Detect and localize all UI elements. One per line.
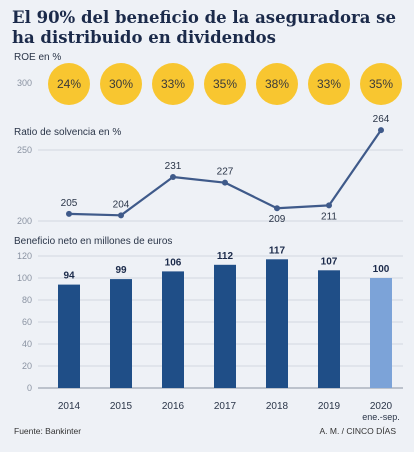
solvency-point xyxy=(274,205,280,212)
roe-value-label: 35% xyxy=(369,77,393,91)
profit-axis-tick: 40 xyxy=(22,339,32,349)
solvency-value-label: 209 xyxy=(269,214,286,225)
profit-bar xyxy=(110,279,132,388)
solvency-value-label: 231 xyxy=(165,161,182,172)
roe-value-label: 30% xyxy=(109,77,133,91)
profit-axis-tick: 100 xyxy=(17,273,32,283)
profit-value-label: 99 xyxy=(115,265,127,276)
roe-value-label: 35% xyxy=(213,77,237,91)
source-note: Fuente: Bankinter xyxy=(14,426,82,436)
solvency-point xyxy=(222,179,228,186)
profit-value-label: 100 xyxy=(373,264,390,275)
profit-value-label: 106 xyxy=(165,257,182,268)
year-tick-label: 2017 xyxy=(214,401,237,412)
profit-section-title: Beneficio neto en millones de euros xyxy=(14,236,172,247)
profit-bar xyxy=(214,264,236,388)
year-tick-label: 2019 xyxy=(318,401,341,412)
solvency-value-label: 264 xyxy=(373,114,390,125)
chart-title: El 90% del beneficio de la aseguradora s… xyxy=(12,8,396,47)
year-tick-label: 2020 xyxy=(370,401,393,412)
roe-value-label: 38% xyxy=(265,77,289,91)
profit-axis-tick: 80 xyxy=(22,295,32,305)
profit-value-label: 112 xyxy=(217,251,234,262)
roe-circle xyxy=(256,63,298,105)
solvency-point xyxy=(378,127,384,134)
solvency-value-label: 227 xyxy=(217,167,234,178)
roe-section-title: ROE en % xyxy=(14,52,61,63)
roe-circle xyxy=(100,63,142,105)
profit-axis-tick: 120 xyxy=(17,251,32,261)
credit-note: A. M. / CINCO DÍAS xyxy=(319,426,396,436)
profit-bar xyxy=(162,271,184,388)
roe-circle xyxy=(152,63,194,105)
solvency-value-label: 205 xyxy=(61,198,78,209)
roe-value-label: 33% xyxy=(317,77,341,91)
roe-circle xyxy=(360,63,402,105)
roe-circle xyxy=(308,63,350,105)
profit-axis-tick: 0 xyxy=(27,383,32,393)
profit-bar xyxy=(58,284,80,388)
profit-value-label: 107 xyxy=(321,256,338,267)
roe-value-label: 33% xyxy=(161,77,185,91)
solvency-point xyxy=(170,173,176,180)
solvency-axis-tick: 250 xyxy=(17,145,32,155)
profit-value-label: 94 xyxy=(63,271,75,282)
profit-axis-tick: 60 xyxy=(22,317,32,327)
solvency-axis-tick: 200 xyxy=(17,216,32,226)
solvency-point xyxy=(118,212,124,219)
roe-circle xyxy=(204,63,246,105)
profit-value-label: 117 xyxy=(269,245,286,256)
roe-circle xyxy=(48,63,90,105)
solvency-value-label: 204 xyxy=(113,199,130,210)
profit-bar xyxy=(266,259,288,388)
year-tick-label: 2016 xyxy=(162,401,185,412)
profit-bar xyxy=(318,270,340,388)
profit-axis-tick: 20 xyxy=(22,361,32,371)
roe-value-label: 24% xyxy=(57,77,81,91)
profit-bar xyxy=(370,278,392,388)
year-tick-label: 2015 xyxy=(110,401,133,412)
solvency-point xyxy=(66,210,72,217)
year-tick-label: 2014 xyxy=(58,401,81,412)
solvency-value-label: 211 xyxy=(321,211,337,222)
year-tick-label: 2018 xyxy=(266,401,289,412)
roe-axis-tick: 300 xyxy=(17,78,32,88)
year-tick-sublabel: ene.-sep. xyxy=(362,412,400,422)
solvency-section-title: Ratio de solvencia en % xyxy=(14,127,121,138)
solvency-point xyxy=(326,202,332,209)
